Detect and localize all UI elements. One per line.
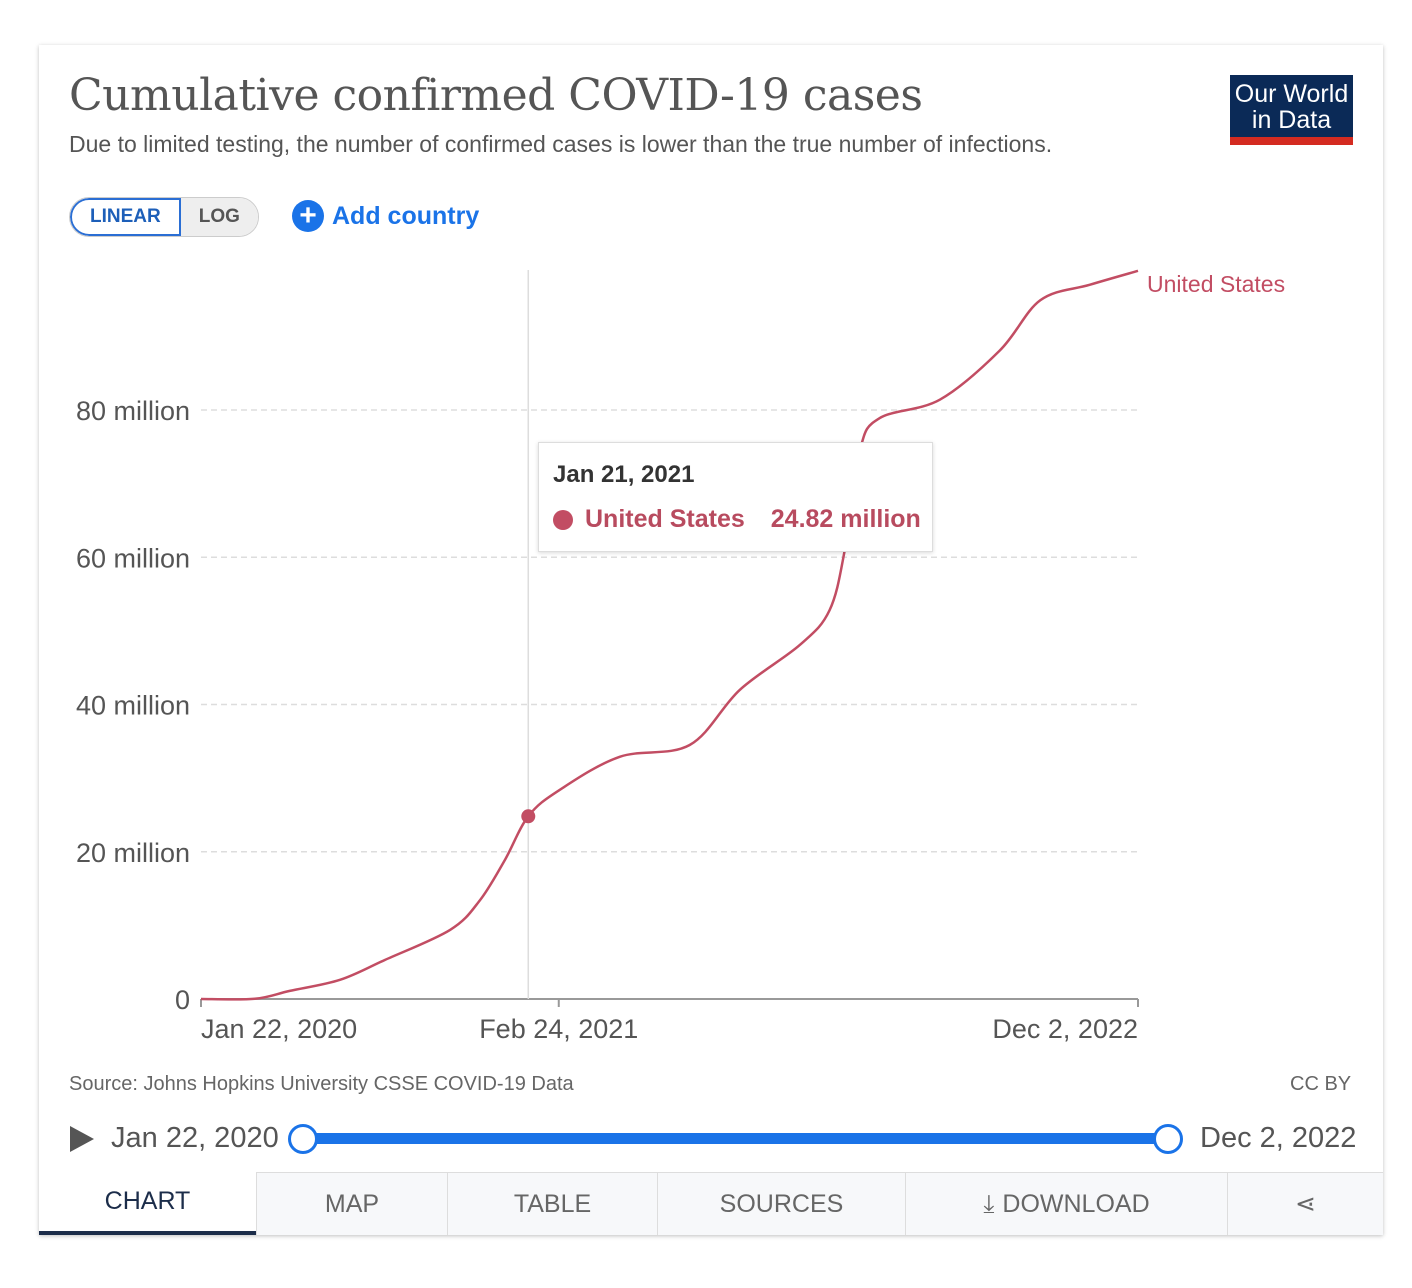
download-icon: ⤓ (983, 1189, 995, 1218)
share-button[interactable]: ⋖ (1227, 1172, 1383, 1235)
plus-icon: + (292, 200, 324, 232)
timeline-end-label: Dec 2, 2022 (1200, 1122, 1357, 1154)
play-icon[interactable] (70, 1126, 94, 1152)
log-button[interactable]: LOG (180, 198, 258, 236)
y-tick-label: 40 million (76, 691, 190, 721)
chart-title: Cumulative confirmed COVID-19 cases (69, 70, 923, 121)
license-link[interactable]: CC BY (1290, 1073, 1352, 1095)
tooltip-date: Jan 21, 2021 (553, 461, 695, 488)
owid-logo[interactable]: Our World in Data (1230, 75, 1353, 145)
series-dot-icon (553, 509, 573, 530)
tab-map[interactable]: MAP (256, 1172, 447, 1235)
timeline-track[interactable] (302, 1133, 1168, 1144)
share-icon: ⋖ (1295, 1190, 1316, 1218)
timeline-end-handle[interactable] (1153, 1124, 1183, 1154)
x-tick-label: Dec 2, 2022 (992, 1014, 1138, 1044)
tooltip-value: 24.82 million (770, 505, 921, 533)
timeline-start-label: Jan 22, 2020 (111, 1122, 279, 1154)
logo-line2: in Data (1251, 106, 1332, 134)
y-tick-label: 60 million (76, 543, 190, 573)
download-label: DOWNLOAD (1002, 1189, 1150, 1218)
tab-download[interactable]: ⤓ DOWNLOAD (905, 1172, 1227, 1235)
x-tick-label: Jan 22, 2020 (201, 1014, 357, 1044)
tab-bar: CHART MAP TABLE SOURCES ⤓ DOWNLOAD ⋖ (39, 1172, 1383, 1235)
series-line-united-states (200, 269, 1139, 1001)
tab-sources[interactable]: SOURCES (657, 1172, 905, 1235)
x-tick-label: Feb 24, 2021 (479, 1014, 638, 1044)
highlight-point (521, 809, 536, 824)
tooltip-series: United States (585, 505, 745, 533)
tab-chart[interactable]: CHART (39, 1172, 256, 1235)
timeline-start-handle[interactable] (288, 1124, 318, 1154)
y-tick-label: 80 million (76, 396, 190, 426)
y-tick-label: 0 (175, 985, 190, 1015)
tab-table[interactable]: TABLE (447, 1172, 657, 1235)
chart-subtitle: Due to limited testing, the number of co… (69, 131, 1053, 157)
add-country-button[interactable]: + Add country (292, 200, 479, 232)
add-country-label: Add country (332, 201, 480, 230)
chart-card (39, 45, 1383, 1235)
series-label: United States (1147, 271, 1285, 297)
linear-button[interactable]: LINEAR (70, 198, 181, 236)
y-tick-label: 20 million (76, 838, 190, 868)
tooltip: Jan 21, 2021 United States 24.82 million (538, 442, 933, 552)
logo-line1: Our World (1234, 80, 1349, 108)
source-note[interactable]: Source: Johns Hopkins University CSSE CO… (69, 1073, 574, 1095)
scale-toggle: LINEAR LOG (69, 197, 259, 237)
